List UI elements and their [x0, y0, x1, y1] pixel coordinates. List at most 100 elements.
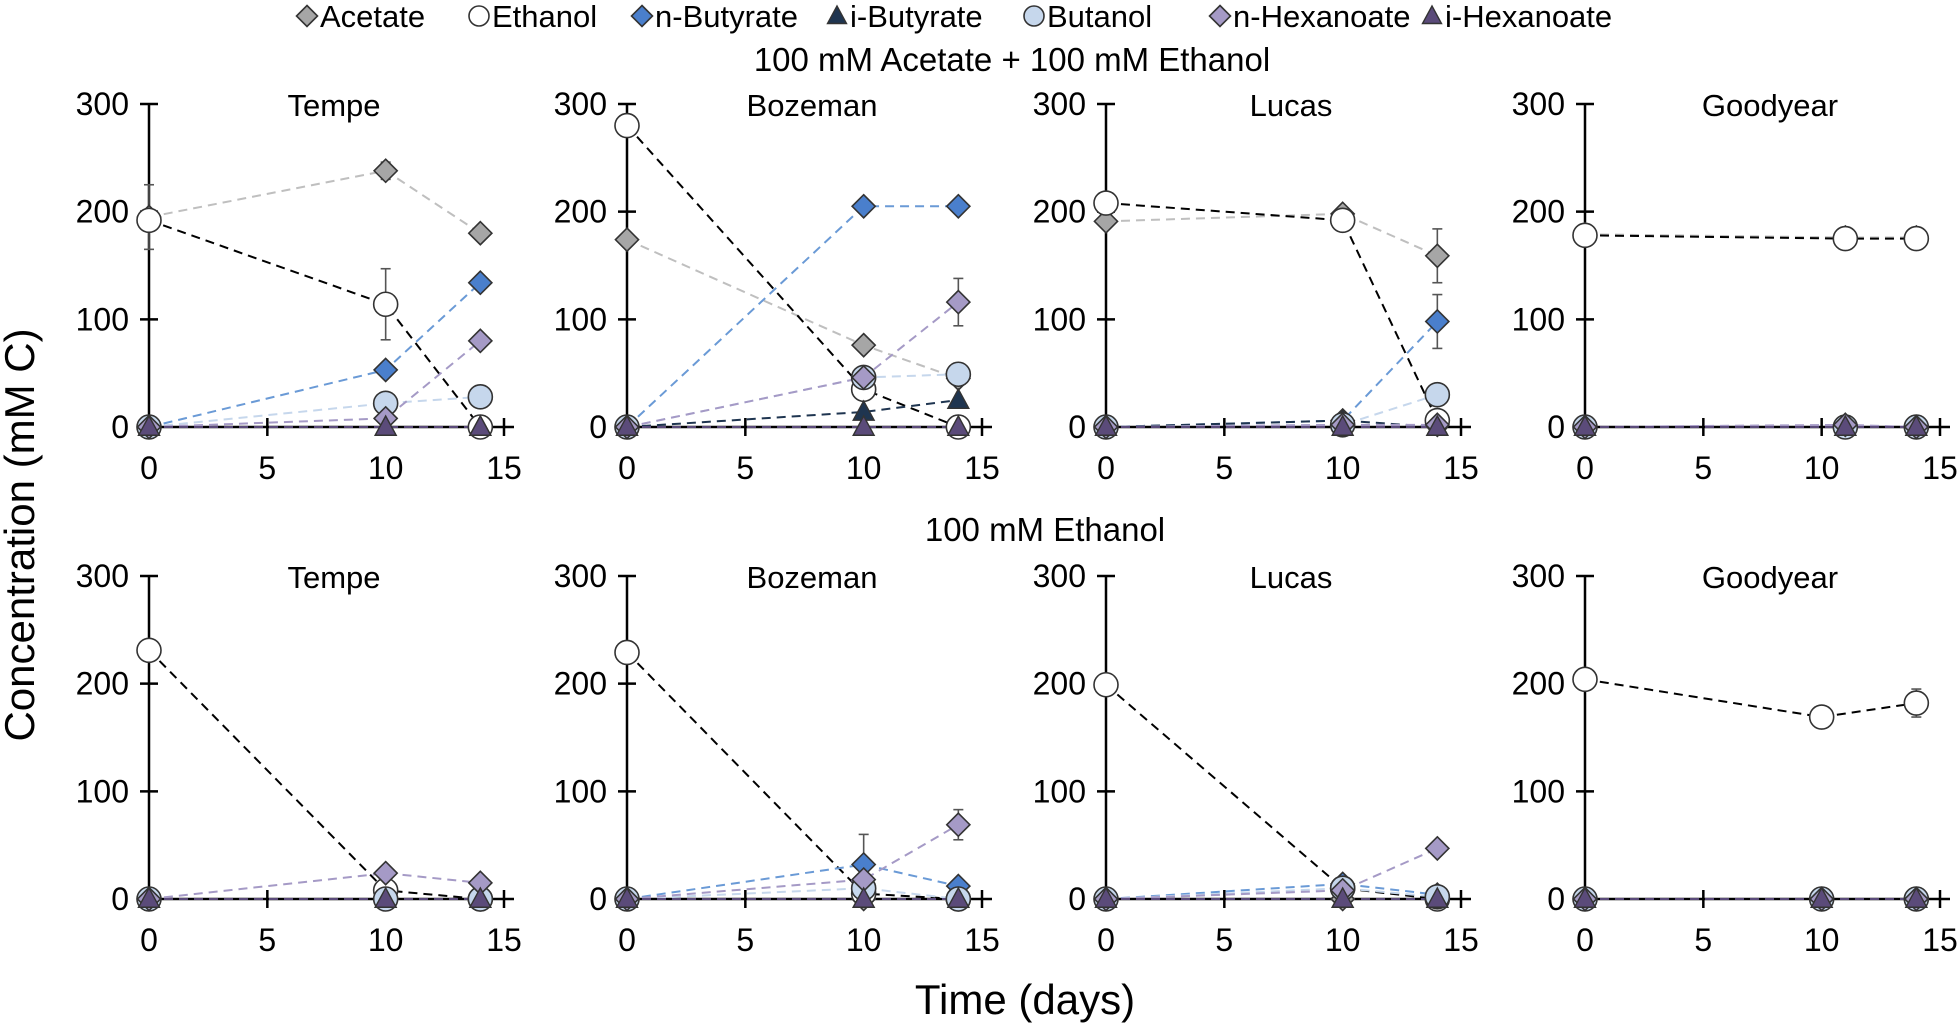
y-tick-label: 300 — [76, 558, 129, 594]
x-tick-label: 0 — [1576, 922, 1594, 958]
legend-item-i-butyrate: i-Butyrate — [826, 0, 983, 34]
series-line-n-butyrate — [148, 281, 482, 428]
x-tick-label: 15 — [486, 922, 522, 958]
series-line-n-butyrate — [626, 863, 959, 900]
legend-item-n-hexanoate: n-Hexanoate — [1208, 0, 1411, 34]
x-tick-label: 15 — [1443, 450, 1479, 486]
point-ethanol — [1093, 671, 1119, 698]
series-markers — [614, 112, 972, 440]
point-i-hexanoate — [615, 414, 639, 436]
legend-item-n-butyrate: n-Butyrate — [630, 0, 798, 34]
point-i-hexanoate — [1573, 886, 1597, 908]
panel-title: Bozeman — [747, 88, 878, 123]
panel-tempe-bottom: 0 100 200 300 0 5 10 15 Tempe — [76, 558, 522, 958]
series-markers — [614, 639, 972, 912]
point-i-hexanoate — [1094, 886, 1118, 908]
y-tick-label: 0 — [589, 881, 607, 917]
x-tick-label: 0 — [1097, 450, 1115, 486]
y-tick-label: 200 — [76, 666, 129, 702]
point-butanol — [1424, 381, 1451, 408]
series-line-i-butyrate — [1105, 419, 1438, 428]
point-i-hexanoate — [852, 886, 876, 908]
series-line-n-hexanoate — [626, 823, 959, 900]
y-tick-label: 300 — [1512, 86, 1565, 122]
panel-tempe-top: 0 100 200 300 0 5 10 15 Tempe — [76, 86, 522, 486]
point-n-hexanoate — [372, 860, 399, 886]
panel-title: Tempe — [287, 560, 380, 595]
legend-label-n-hexanoate: n-Hexanoate — [1233, 0, 1411, 34]
y-tick-label: 300 — [1033, 558, 1086, 594]
series-markers — [1572, 221, 1930, 440]
y-tick-label: 100 — [1033, 301, 1086, 337]
x-tick-label: 5 — [258, 450, 276, 486]
series-lines — [626, 124, 959, 428]
x-tick-label: 0 — [618, 922, 636, 958]
x-tick-label: 10 — [1804, 450, 1840, 486]
legend-marker-n-hexanoate — [1208, 4, 1232, 28]
legend: Acetate Ethanol n-Butyrate i-Butyrate Butano… — [295, 0, 1612, 34]
y-tick-label: 100 — [76, 301, 129, 337]
x-tick-label: 5 — [1694, 922, 1712, 958]
y-tick-label: 200 — [76, 194, 129, 230]
legend-label-ethanol: Ethanol — [492, 0, 597, 34]
point-i-hexanoate — [852, 414, 876, 436]
point-ethanol — [1903, 225, 1930, 252]
point-acetate — [850, 332, 877, 358]
x-tick-label: 10 — [368, 922, 404, 958]
y-tick-label: 100 — [554, 301, 607, 337]
panel-goodyear-bottom: 0 100 200 300 0 5 10 15 Goodyear — [1512, 558, 1958, 958]
panel-title: Goodyear — [1702, 88, 1838, 123]
series-markers — [1093, 671, 1451, 912]
point-n-butyrate — [1424, 308, 1451, 335]
point-acetate — [372, 158, 399, 184]
point-ethanol — [1903, 690, 1930, 716]
legend-marker-ethanol — [468, 5, 490, 27]
panel-title: Bozeman — [747, 560, 878, 595]
series-line-n-hexanoate — [1105, 847, 1438, 900]
series-markers — [1572, 666, 1930, 912]
x-tick-label: 5 — [736, 450, 754, 486]
series-line-butanol — [148, 395, 481, 428]
x-tick-label: 10 — [1325, 922, 1361, 958]
x-tick-label: 15 — [1922, 450, 1958, 486]
legend-label-n-butyrate: n-Butyrate — [655, 0, 798, 34]
x-tick-label: 0 — [618, 450, 636, 486]
point-i-hexanoate — [946, 414, 970, 436]
panel-lucas-top: 0 100 200 300 0 5 10 15 Lucas — [1033, 86, 1479, 486]
point-n-hexanoate — [467, 328, 494, 354]
x-tick-label: 0 — [1576, 450, 1594, 486]
y-tick-label: 0 — [1068, 409, 1086, 445]
series-markers — [1093, 190, 1451, 440]
point-i-hexanoate — [374, 414, 398, 436]
x-tick-label: 10 — [1804, 922, 1840, 958]
panel-title: Lucas — [1250, 88, 1333, 123]
panel-bozeman-top: 0 100 200 300 0 5 10 15 Bozeman — [554, 86, 1000, 486]
point-i-hexanoate — [1833, 414, 1857, 436]
series-line-ethanol — [1584, 678, 1917, 719]
point-n-butyrate — [372, 357, 399, 383]
point-i-hexanoate — [1331, 886, 1355, 908]
point-n-hexanoate — [850, 364, 877, 391]
legend-item-acetate: Acetate — [295, 0, 425, 34]
y-tick-label: 100 — [1033, 773, 1086, 809]
series-line-ethanol — [1105, 683, 1438, 900]
point-ethanol — [136, 207, 162, 234]
series-markers — [136, 158, 494, 440]
x-tick-label: 5 — [736, 922, 754, 958]
x-tick-label: 15 — [486, 450, 522, 486]
panel-bozeman-bottom: 0 100 200 300 0 5 10 15 Bozeman — [554, 558, 1000, 958]
legend-item-ethanol: Ethanol — [468, 0, 597, 34]
point-n-hexanoate — [945, 812, 972, 838]
legend-marker-i-hexanoate — [1421, 4, 1443, 25]
y-tick-label: 200 — [1033, 194, 1086, 230]
panel-title: Lucas — [1250, 560, 1333, 595]
row-title-top: 100 mM Acetate + 100 mM Ethanol — [754, 41, 1270, 78]
series-lines — [1584, 678, 1917, 900]
series-line-ethanol — [148, 649, 481, 900]
panel-lucas-bottom: 0 100 200 300 0 5 10 15 Lucas — [1033, 558, 1479, 958]
point-i-hexanoate — [1425, 886, 1449, 908]
point-i-hexanoate — [1331, 414, 1355, 436]
legend-item-butanol: Butanol — [1023, 0, 1152, 34]
point-acetate — [1424, 243, 1451, 269]
